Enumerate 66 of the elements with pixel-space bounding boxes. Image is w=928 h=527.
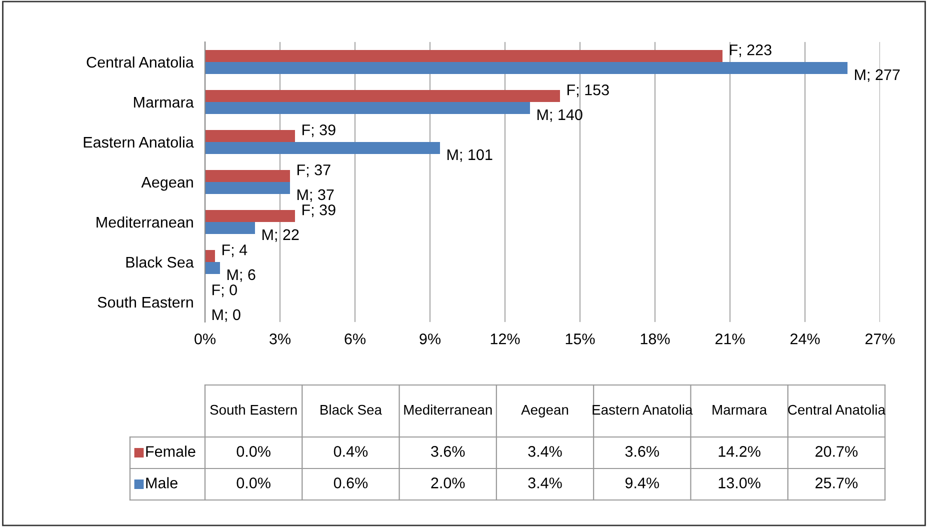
annotation: F; 4 xyxy=(222,244,248,258)
bar xyxy=(205,62,848,74)
annotation: F; 153 xyxy=(568,84,609,98)
annotation: M; 37 xyxy=(298,189,334,202)
category-label: Central Anatolia xyxy=(788,404,886,415)
x-tick-label: 3% xyxy=(270,334,290,344)
annotation: M; 277 xyxy=(855,69,900,82)
annotation: F; 223 xyxy=(730,44,772,58)
category-label: Eastern Anatolia xyxy=(592,404,693,415)
x-tick-label: 0% xyxy=(194,334,216,344)
category-label: Aegean xyxy=(521,405,568,418)
data-label: 2.0% xyxy=(431,478,465,488)
annotation: M; 0 xyxy=(212,309,240,322)
y-tick-label: Central Anatolia xyxy=(86,56,194,68)
annotation: F; 39 xyxy=(302,204,336,218)
y-tick-label: South Eastern xyxy=(98,296,193,308)
legend-label: Male xyxy=(146,477,178,488)
annotation: M; 6 xyxy=(228,269,256,282)
bar xyxy=(205,130,295,142)
bar xyxy=(205,142,440,154)
data-label: 3.6% xyxy=(431,446,465,457)
x-tick-label: 24% xyxy=(790,334,820,344)
annotation: F; 0 xyxy=(212,284,237,298)
data-label: 14.2% xyxy=(718,446,760,457)
bar xyxy=(205,250,215,262)
x-tick-label: 18% xyxy=(640,334,670,344)
annotation: F; 39 xyxy=(302,124,336,138)
bar xyxy=(205,210,295,222)
category-label: Marmara xyxy=(712,405,768,415)
bar xyxy=(205,170,290,182)
data-label: 13.0% xyxy=(718,478,760,488)
category-label: Mediterranean xyxy=(404,404,492,415)
x-tick-label: 21% xyxy=(715,334,745,344)
x-tick-label: 27% xyxy=(865,334,895,344)
data-label: 0.0% xyxy=(236,446,270,457)
x-tick-label: 15% xyxy=(566,334,595,344)
annotation: F; 37 xyxy=(298,164,330,178)
category-label: South Eastern xyxy=(210,404,297,415)
data-label: 3.6% xyxy=(625,446,660,457)
data-label: 0.6% xyxy=(334,478,368,488)
data-label: 3.4% xyxy=(528,478,562,488)
bar xyxy=(205,90,560,102)
y-tick-label: Eastern Anatolia xyxy=(84,136,194,148)
data-label: 0.0% xyxy=(236,478,270,488)
data-label: 25.7% xyxy=(816,478,858,488)
y-tick-label: Black Sea xyxy=(126,256,194,268)
data-label: 20.7% xyxy=(816,446,858,457)
bar xyxy=(205,50,722,62)
y-tick-label: Marmara xyxy=(134,97,194,108)
bar xyxy=(205,102,530,114)
y-tick-label: Aegean xyxy=(141,177,193,191)
category-label: Black Sea xyxy=(320,404,382,415)
x-tick-label: 12% xyxy=(490,334,520,344)
data-label: 0.4% xyxy=(334,446,368,457)
annotation: M; 22 xyxy=(262,229,299,242)
data-label: 3.4% xyxy=(528,446,562,457)
x-tick-label: 6% xyxy=(344,334,366,344)
bar xyxy=(205,182,290,194)
y-tick-label: Mediterranean xyxy=(96,216,193,228)
annotation: M; 101 xyxy=(448,149,492,162)
bar xyxy=(205,262,220,274)
legend-label: Female xyxy=(146,446,196,457)
data-label: 9.4% xyxy=(625,478,660,488)
annotation: M; 140 xyxy=(538,109,582,122)
bar xyxy=(205,222,255,234)
x-tick-label: 9% xyxy=(420,334,440,344)
